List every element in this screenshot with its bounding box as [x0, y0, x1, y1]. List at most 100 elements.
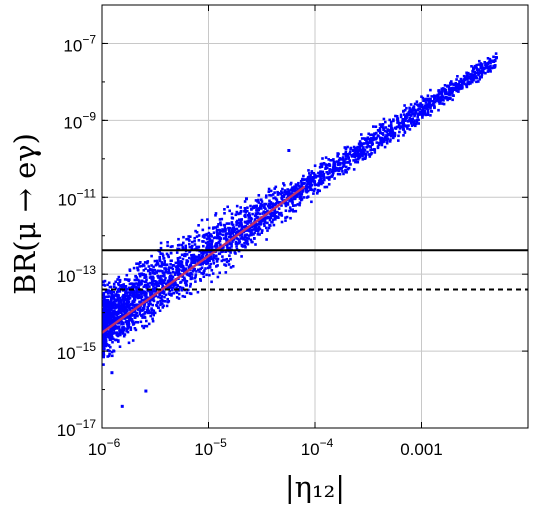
- data-point: [108, 313, 112, 317]
- data-point: [320, 179, 324, 182]
- data-point: [451, 91, 454, 95]
- data-point: [431, 103, 435, 106]
- data-point: [273, 213, 276, 216]
- data-point: [398, 127, 402, 130]
- data-point: [310, 183, 314, 187]
- data-point: [280, 196, 284, 199]
- data-point: [356, 158, 360, 161]
- data-point: [120, 322, 124, 326]
- data-point: [254, 212, 258, 215]
- data-point: [372, 125, 375, 128]
- data-point: [168, 289, 171, 293]
- data-point: [304, 185, 308, 188]
- data-point: [145, 296, 148, 299]
- x-tick-label: 10−6: [88, 436, 121, 459]
- data-point: [318, 174, 321, 177]
- data-point: [114, 286, 118, 290]
- data-point: [195, 235, 199, 238]
- data-point: [472, 66, 475, 69]
- data-point: [110, 329, 114, 333]
- data-point: [211, 239, 214, 242]
- data-point: [128, 278, 131, 281]
- data-point: [416, 115, 419, 119]
- data-point: [231, 240, 234, 243]
- data-point: [177, 297, 181, 300]
- data-point: [177, 270, 181, 274]
- data-point: [314, 173, 317, 177]
- data-point: [208, 266, 212, 269]
- data-point: [175, 251, 179, 254]
- data-point: [221, 255, 224, 258]
- data-point: [324, 167, 327, 170]
- data-point: [296, 188, 300, 191]
- data-point: [265, 226, 268, 230]
- data-point: [449, 81, 452, 85]
- data-point: [412, 123, 416, 126]
- data-point: [344, 148, 348, 151]
- data-point: [107, 300, 111, 304]
- data-point: [102, 324, 105, 328]
- data-point: [295, 185, 298, 189]
- data-point: [243, 220, 247, 224]
- data-point: [102, 302, 105, 306]
- data-point: [130, 320, 134, 323]
- data-point: [321, 181, 325, 184]
- data-point: [112, 329, 115, 332]
- data-point: [138, 274, 142, 278]
- data-point: [118, 316, 122, 320]
- data-point: [292, 188, 296, 191]
- data-point: [111, 354, 114, 358]
- data-point: [375, 131, 378, 135]
- data-point: [328, 171, 331, 175]
- data-point: [135, 278, 138, 282]
- data-point: [235, 210, 239, 214]
- data-point: [441, 95, 445, 98]
- data-point: [110, 313, 114, 317]
- data-point: [258, 219, 261, 222]
- data-point: [157, 276, 160, 279]
- data-point: [102, 337, 106, 340]
- data-point: [329, 159, 332, 162]
- data-point: [193, 236, 196, 240]
- data-point: [142, 313, 145, 316]
- data-point: [304, 190, 308, 193]
- data-point: [166, 244, 169, 248]
- data-point: [144, 273, 147, 277]
- data-point: [378, 123, 382, 126]
- data-point: [146, 261, 149, 265]
- data-point: [309, 187, 313, 191]
- data-point: [336, 172, 340, 176]
- data-point: [215, 257, 218, 260]
- data-point: [253, 237, 256, 240]
- data-point: [390, 125, 393, 128]
- data-point: [480, 70, 483, 74]
- data-point: [443, 96, 447, 100]
- data-point: [240, 225, 244, 229]
- data-point: [138, 306, 142, 310]
- data-point: [308, 172, 311, 175]
- data-point: [384, 120, 387, 124]
- data-point: [129, 303, 132, 307]
- data-point: [328, 164, 332, 167]
- x-axis-title: |η₁₂|: [285, 470, 345, 504]
- data-point: [166, 241, 169, 244]
- data-point: [440, 92, 443, 96]
- data-point: [264, 207, 267, 211]
- data-point: [152, 276, 155, 280]
- data-point: [480, 66, 483, 70]
- data-point: [343, 152, 347, 156]
- data-point: [125, 322, 129, 326]
- data-point: [224, 233, 227, 237]
- data-point: [477, 68, 480, 72]
- data-point: [181, 287, 185, 290]
- data-point: [265, 216, 269, 220]
- data-point: [407, 113, 411, 117]
- data-point: [112, 290, 116, 294]
- data-point: [215, 254, 218, 258]
- data-point: [120, 298, 123, 302]
- data-point: [406, 112, 409, 116]
- data-point: [403, 125, 407, 128]
- data-point: [193, 257, 196, 260]
- data-point: [183, 295, 187, 298]
- data-point: [107, 281, 111, 285]
